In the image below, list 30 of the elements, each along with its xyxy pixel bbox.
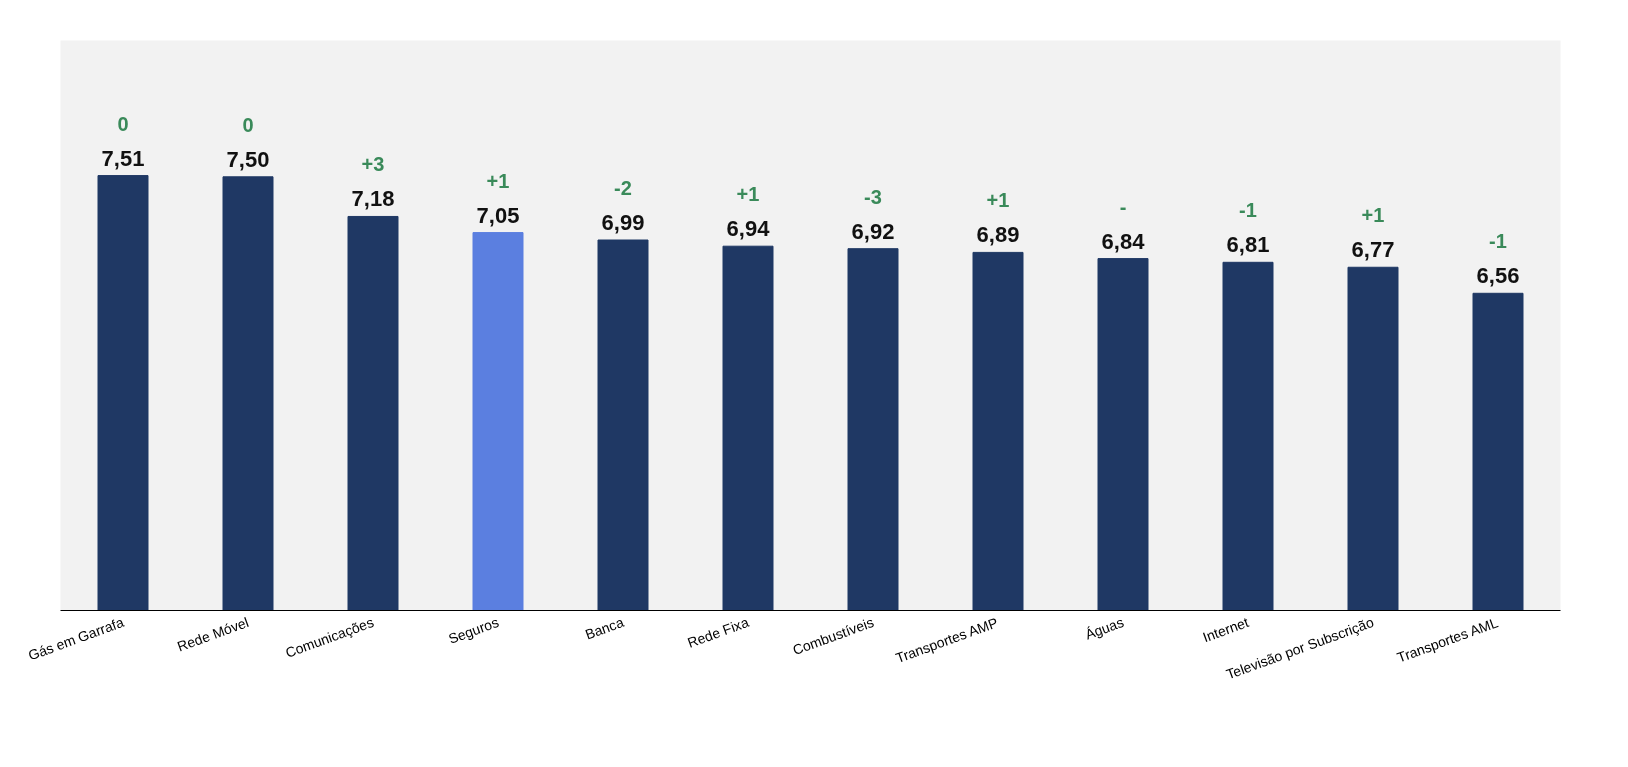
data-label: 6,56 [1476,263,1520,289]
data-label: 7,51 [101,145,145,171]
x-tick-label: Gás em Garrafa [25,613,126,664]
data-label: 6,77 [1351,237,1395,263]
data-label: 6,99 [601,210,645,235]
annotation: -3 [864,185,882,208]
annotation: +1 [986,189,1010,212]
x-tick-label: Águas [1082,613,1126,643]
annotation: +1 [736,183,760,206]
x-tick-label: Rede Móvel [175,613,251,655]
x-tick-label: Rede Fixa [685,613,751,651]
annotation: 0 [117,112,129,135]
data-label: 7,05 [476,202,520,228]
data-label: 6,81 [1226,232,1270,258]
data-label: 6,92 [851,218,895,244]
annotation: -2 [614,177,632,199]
data-label: 6,84 [1101,228,1146,254]
data-label: 7,50 [226,146,270,172]
x-tick-label: Banca [582,613,626,643]
data-label: 6,89 [976,222,1020,248]
annotation: -1 [1239,199,1257,222]
data-label: 7,18 [351,186,395,212]
annotation: +1 [486,169,510,192]
annotation: -1 [1489,230,1507,253]
x-tick-label: Seguros [446,613,501,647]
annotation: +1 [1361,204,1385,227]
annotation: - [1119,195,1127,218]
data-label: 6,94 [726,216,771,242]
annotation: 0 [242,113,254,136]
annotation: +3 [361,153,385,176]
